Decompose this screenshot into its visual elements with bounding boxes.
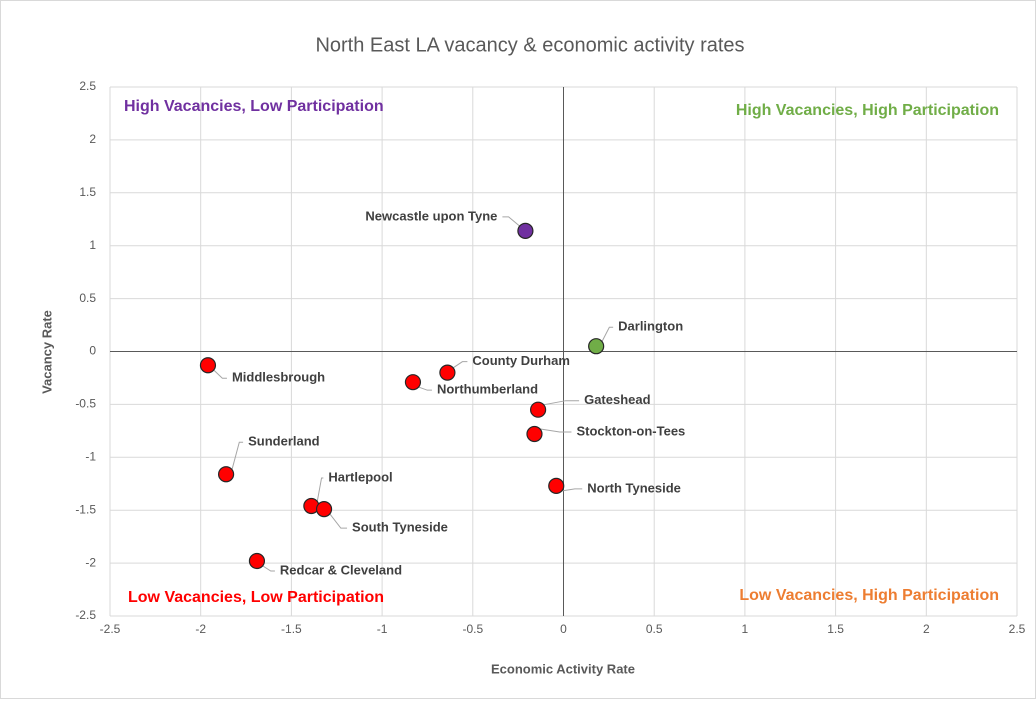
point bbox=[517, 222, 534, 239]
leader-line bbox=[329, 513, 348, 529]
leader-line bbox=[418, 386, 432, 391]
point bbox=[588, 338, 605, 355]
point bbox=[217, 466, 235, 483]
leader-line bbox=[601, 326, 614, 342]
point-label: Darlington bbox=[618, 319, 683, 334]
x-axis-title: Economic Activity Rate bbox=[491, 661, 635, 676]
leader-line bbox=[231, 441, 244, 470]
chart-title: North East LA vacancy & economic activit… bbox=[315, 34, 744, 56]
y-tick-label: -2 bbox=[85, 555, 96, 569]
quadrant-label: High Vacancies, Low Participation bbox=[124, 98, 384, 115]
point-label: Redcar & Cleveland bbox=[280, 562, 402, 577]
point-label: Northumberland bbox=[437, 382, 538, 397]
leader-line bbox=[562, 488, 583, 492]
x-tick-label: -0.5 bbox=[462, 622, 483, 636]
quadrant-label: Low Vacancies, High Participation bbox=[739, 587, 999, 604]
y-tick-label: 0 bbox=[89, 344, 96, 358]
leader-line bbox=[453, 361, 468, 369]
y-tick-label: 1.5 bbox=[79, 185, 96, 199]
x-tick-label: 2 bbox=[923, 622, 930, 636]
leader-line bbox=[544, 400, 580, 406]
point-label: Newcastle upon Tyne bbox=[365, 208, 497, 223]
leader-line bbox=[540, 428, 572, 433]
x-tick-label: 1.5 bbox=[827, 622, 844, 636]
x-tick-label: -2 bbox=[195, 622, 206, 636]
x-tick-label: 0 bbox=[560, 622, 567, 636]
x-tick-label: 2.5 bbox=[1009, 622, 1026, 636]
point bbox=[548, 477, 565, 494]
y-tick-label: 0.5 bbox=[79, 291, 96, 305]
leader-line bbox=[502, 216, 520, 227]
y-tick-label: -1 bbox=[85, 449, 96, 463]
point-label: South Tyneside bbox=[352, 520, 448, 535]
y-tick-label: -0.5 bbox=[75, 397, 96, 411]
x-tick-label: 1 bbox=[742, 622, 749, 636]
point-label: Middlesbrough bbox=[232, 370, 325, 385]
point bbox=[199, 357, 217, 374]
y-tick-label: -2.5 bbox=[75, 608, 96, 622]
point-label: North Tyneside bbox=[587, 480, 681, 495]
y-tick-label: 1 bbox=[89, 238, 96, 252]
y-tick-label: 2 bbox=[89, 132, 96, 146]
point-label: Hartlepool bbox=[328, 469, 392, 484]
point-label: County Durham bbox=[472, 353, 570, 368]
leader-line bbox=[262, 565, 275, 572]
y-tick-label: -1.5 bbox=[75, 502, 96, 516]
x-tick-label: -1 bbox=[377, 622, 388, 636]
point bbox=[526, 425, 543, 443]
quadrant-label: Low Vacancies, Low Participation bbox=[128, 589, 384, 606]
x-tick-label: -2.5 bbox=[100, 622, 121, 636]
point bbox=[404, 374, 422, 391]
point bbox=[439, 364, 456, 381]
point-label: Sunderland bbox=[248, 434, 320, 449]
point bbox=[248, 552, 266, 570]
quadrant-label: High Vacancies, High Participation bbox=[736, 102, 999, 119]
point bbox=[315, 501, 333, 518]
x-tick-label: -1.5 bbox=[281, 622, 302, 636]
x-tick-label: 0.5 bbox=[646, 622, 663, 636]
point-label: Stockton-on-Tees bbox=[576, 423, 685, 438]
y-tick-label: 2.5 bbox=[79, 79, 96, 93]
point bbox=[530, 401, 547, 418]
leader-line bbox=[316, 477, 324, 502]
y-axis-title: Vacancy Rate bbox=[39, 310, 54, 394]
point-label: Gateshead bbox=[584, 392, 651, 407]
leader-line bbox=[213, 369, 227, 379]
